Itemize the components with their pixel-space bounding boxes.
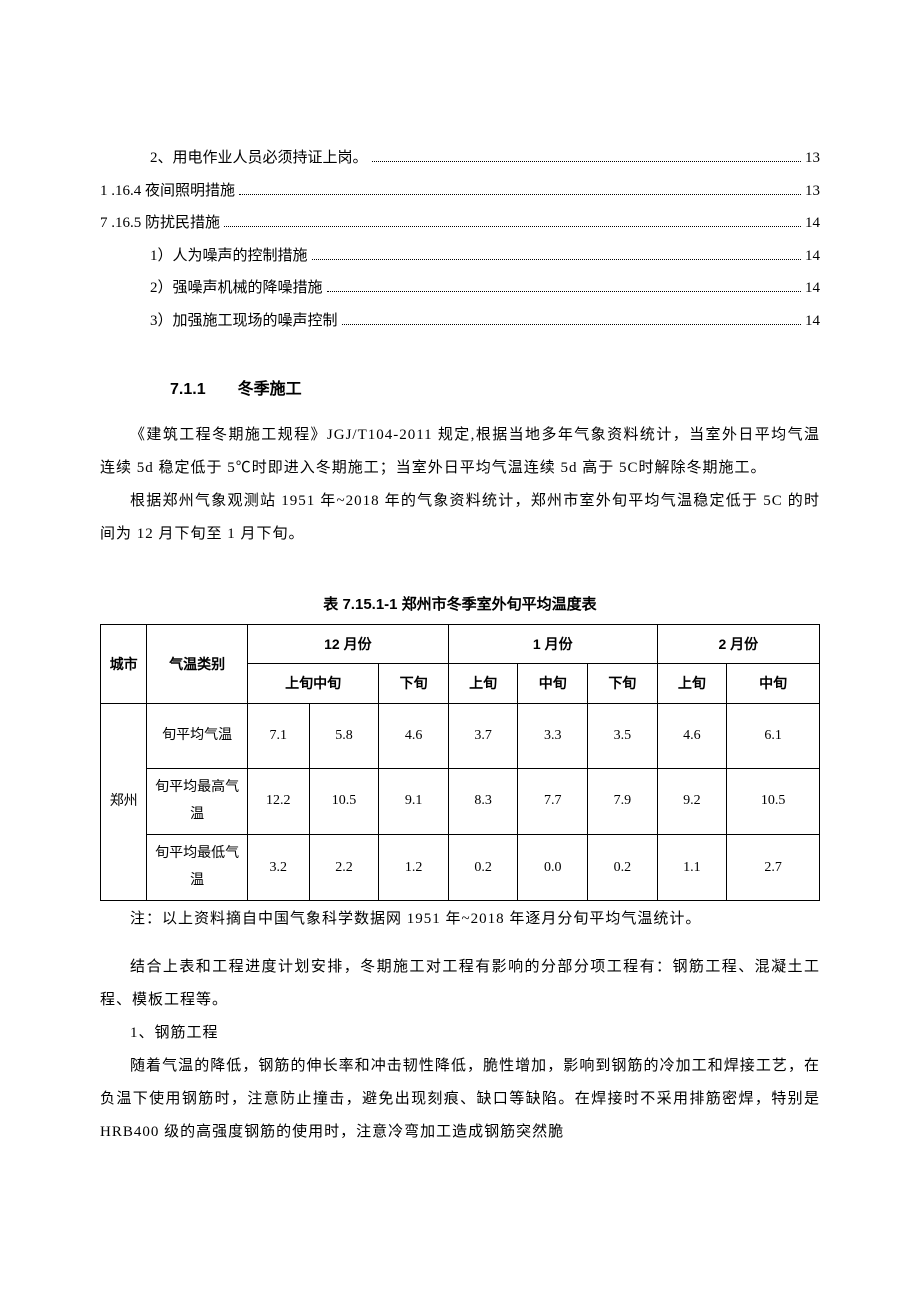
th-city: 城市 bbox=[101, 624, 147, 703]
th-type: 气温类别 bbox=[147, 624, 248, 703]
cell-val: 4.6 bbox=[657, 704, 727, 769]
cell-val: 0.2 bbox=[448, 835, 518, 901]
toc-label: 3）加强施工现场的噪声控制 bbox=[150, 307, 338, 336]
cell-val: 0.2 bbox=[588, 835, 658, 901]
toc-label: 2）强噪声机械的降噪措施 bbox=[150, 274, 323, 303]
cell-val: 1.1 bbox=[657, 835, 727, 901]
cell-val: 6.1 bbox=[727, 704, 820, 769]
cell-val: 2.2 bbox=[309, 835, 379, 901]
th-month: 2 月份 bbox=[657, 624, 819, 664]
section-heading: 7.1.1 冬季施工 bbox=[170, 375, 820, 405]
cell-val: 7.9 bbox=[588, 769, 658, 835]
toc-entry: 2）强噪声机械的降噪措施 14 bbox=[100, 274, 820, 303]
table-row: 旬平均最低气温 3.2 2.2 1.2 0.2 0.0 0.2 1.1 2.7 bbox=[101, 835, 820, 901]
toc-dots bbox=[224, 214, 801, 227]
cell-type: 旬平均最高气温 bbox=[147, 769, 248, 835]
th-period: 上旬 bbox=[448, 664, 518, 704]
body-paragraph: 随着气温的降低，钢筋的伸长率和冲击韧性降低，脆性增加，影响到钢筋的冷加工和焊接工… bbox=[100, 1050, 820, 1149]
cell-val: 5.8 bbox=[309, 704, 379, 769]
toc-dots bbox=[312, 247, 801, 260]
document-page: 2、用电作业人员必须持证上岗。 13 1 .16.4 夜间照明措施 13 7 .… bbox=[0, 0, 920, 1301]
cell-val: 9.2 bbox=[657, 769, 727, 835]
toc-page: 14 bbox=[805, 242, 820, 271]
th-period: 中旬 bbox=[727, 664, 820, 704]
th-period: 上旬中旬 bbox=[247, 664, 378, 704]
toc-page: 14 bbox=[805, 307, 820, 336]
toc-dots bbox=[239, 182, 801, 195]
toc-dots bbox=[342, 312, 801, 325]
cell-val: 3.5 bbox=[588, 704, 658, 769]
body-paragraph: 1、钢筋工程 bbox=[100, 1017, 820, 1050]
cell-city: 郑州 bbox=[101, 704, 147, 901]
th-period: 下旬 bbox=[588, 664, 658, 704]
cell-val: 10.5 bbox=[309, 769, 379, 835]
body-paragraph: 《建筑工程冬期施工规程》JGJ/T104-2011 规定,根据当地多年气象资料统… bbox=[100, 419, 820, 485]
th-period: 下旬 bbox=[379, 664, 449, 704]
toc-dots bbox=[327, 279, 801, 292]
cell-val: 7.7 bbox=[518, 769, 588, 835]
cell-val: 12.2 bbox=[247, 769, 309, 835]
toc-label: 2、用电作业人员必须持证上岗。 bbox=[150, 144, 368, 173]
cell-type: 旬平均气温 bbox=[147, 704, 248, 769]
table-note: 注：以上资料摘自中国气象科学数据网 1951 年~2018 年逐月分旬平均气温统… bbox=[100, 903, 820, 936]
cell-type: 旬平均最低气温 bbox=[147, 835, 248, 901]
toc-page: 14 bbox=[805, 274, 820, 303]
toc-entry: 7 .16.5 防扰民措施 14 bbox=[100, 209, 820, 238]
body-paragraph: 根据郑州气象观测站 1951 年~2018 年的气象资料统计，郑州市室外旬平均气… bbox=[100, 485, 820, 551]
cell-val: 3.2 bbox=[247, 835, 309, 901]
toc-entry: 2、用电作业人员必须持证上岗。 13 bbox=[100, 144, 820, 173]
table-row: 旬平均最高气温 12.2 10.5 9.1 8.3 7.7 7.9 9.2 10… bbox=[101, 769, 820, 835]
temperature-table: 城市 气温类别 12 月份 1 月份 2 月份 上旬中旬 下旬 上旬 中旬 下旬… bbox=[100, 624, 820, 902]
toc-page: 13 bbox=[805, 177, 820, 206]
cell-val: 7.1 bbox=[247, 704, 309, 769]
toc-label: 1 .16.4 夜间照明措施 bbox=[100, 177, 235, 206]
toc-label: 1）人为噪声的控制措施 bbox=[150, 242, 308, 271]
cell-val: 8.3 bbox=[448, 769, 518, 835]
toc-page: 13 bbox=[805, 144, 820, 173]
cell-val: 0.0 bbox=[518, 835, 588, 901]
th-period: 上旬 bbox=[657, 664, 727, 704]
cell-val: 4.6 bbox=[379, 704, 449, 769]
table-header: 城市 气温类别 12 月份 1 月份 2 月份 上旬中旬 下旬 上旬 中旬 下旬… bbox=[101, 624, 820, 703]
cell-val: 3.7 bbox=[448, 704, 518, 769]
toc-page: 14 bbox=[805, 209, 820, 238]
toc-entry: 3）加强施工现场的噪声控制 14 bbox=[100, 307, 820, 336]
table-row: 郑州 旬平均气温 7.1 5.8 4.6 3.7 3.3 3.5 4.6 6.1 bbox=[101, 704, 820, 769]
cell-val: 10.5 bbox=[727, 769, 820, 835]
table-caption: 表 7.15.1-1 郑州市冬季室外旬平均温度表 bbox=[100, 591, 820, 620]
toc-dots bbox=[372, 149, 801, 162]
th-month: 12 月份 bbox=[247, 624, 448, 664]
body-paragraph: 结合上表和工程进度计划安排，冬期施工对工程有影响的分部分项工程有：钢筋工程、混凝… bbox=[100, 951, 820, 1017]
table-body: 郑州 旬平均气温 7.1 5.8 4.6 3.7 3.3 3.5 4.6 6.1… bbox=[101, 704, 820, 901]
cell-val: 1.2 bbox=[379, 835, 449, 901]
cell-val: 9.1 bbox=[379, 769, 449, 835]
th-period: 中旬 bbox=[518, 664, 588, 704]
toc-entry: 1 .16.4 夜间照明措施 13 bbox=[100, 177, 820, 206]
th-month: 1 月份 bbox=[448, 624, 657, 664]
cell-val: 3.3 bbox=[518, 704, 588, 769]
table-of-contents: 2、用电作业人员必须持证上岗。 13 1 .16.4 夜间照明措施 13 7 .… bbox=[100, 144, 820, 335]
toc-label: 7 .16.5 防扰民措施 bbox=[100, 209, 220, 238]
toc-entry: 1）人为噪声的控制措施 14 bbox=[100, 242, 820, 271]
cell-val: 2.7 bbox=[727, 835, 820, 901]
